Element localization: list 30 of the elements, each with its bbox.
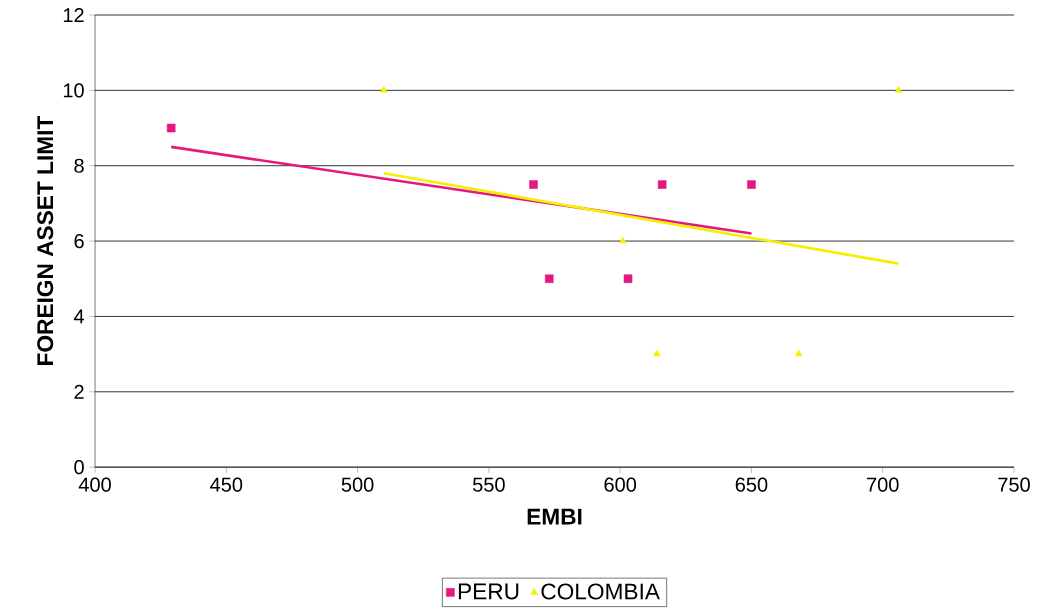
x-tick-label: 700: [867, 477, 899, 492]
y-tick-label: 6: [74, 233, 84, 249]
point: [544, 274, 554, 283]
point: [380, 85, 388, 93]
x-tick-label: 750: [998, 477, 1030, 492]
point: [529, 180, 538, 189]
point: [657, 180, 667, 189]
x-tick-label: 500: [341, 477, 374, 492]
point: [794, 349, 803, 357]
x-tick-label: 450: [210, 477, 243, 492]
y-tick-label: 2: [74, 384, 84, 399]
x-axis-title: EMBI: [527, 508, 582, 525]
y-axis-title: FOREIGN ASSET LIMIT: [37, 115, 54, 365]
x-tick-label: 650: [735, 477, 768, 492]
y-tick-label: 10: [63, 83, 84, 98]
x-tick-label: 400: [78, 477, 111, 492]
point: [619, 236, 627, 244]
point: [894, 85, 903, 93]
point: [653, 349, 661, 357]
y-tick-label: 0: [74, 459, 84, 475]
y-tick-label: 8: [74, 158, 84, 173]
x-tick-label: 550: [472, 477, 505, 492]
legend-label: PERU: [458, 583, 519, 600]
point: [747, 180, 756, 189]
point: [623, 274, 633, 283]
x-tick-label: 600: [604, 477, 637, 492]
legend-label: COLOMBIA: [541, 583, 660, 600]
y-tick-label: 12: [63, 7, 84, 22]
y-tick-label: 4: [73, 309, 85, 324]
point: [166, 123, 176, 133]
